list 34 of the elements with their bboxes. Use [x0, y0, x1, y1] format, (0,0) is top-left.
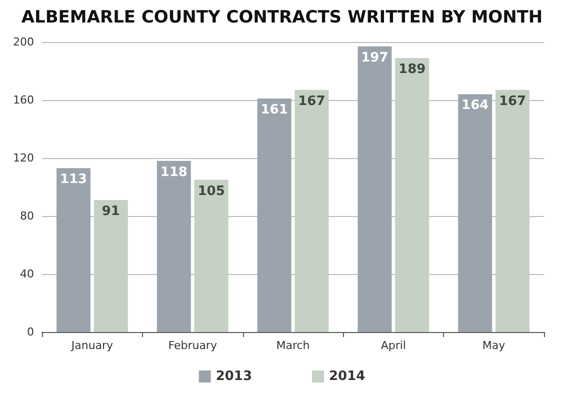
x-tick-label: March: [276, 339, 310, 352]
x-tick-label: May: [482, 339, 506, 352]
data-label: 167: [498, 94, 526, 109]
data-label: 167: [298, 94, 326, 109]
y-tick-label: 80: [20, 210, 34, 222]
bar: [294, 90, 329, 332]
y-tick-label: 120: [13, 152, 34, 164]
legend-label: 2014: [329, 369, 366, 384]
y-tick-label: 160: [13, 94, 34, 106]
bar: [257, 98, 292, 332]
legend-label: 2013: [216, 369, 252, 384]
y-tick-label: 0: [27, 326, 34, 338]
x-tick-label: April: [380, 339, 406, 352]
bar: [358, 46, 392, 332]
data-label: 164: [462, 98, 489, 114]
data-label: 118: [160, 164, 188, 180]
chart-title: ALBEMARLE COUNTY CONTRACTS WRITTEN BY MONTH: [21, 8, 543, 28]
bar: [458, 94, 492, 332]
bar: [156, 160, 191, 332]
data-label: 113: [60, 172, 88, 188]
bar: [56, 168, 90, 332]
data-label: 161: [260, 102, 288, 118]
bar: [395, 58, 430, 332]
data-label: 105: [198, 184, 225, 199]
data-label: 197: [361, 50, 388, 66]
bar: [194, 180, 228, 332]
bar: [94, 200, 128, 332]
x-tick-label: January: [70, 339, 114, 352]
y-tick-label: 40: [20, 268, 34, 280]
y-tick-label: 200: [13, 36, 34, 48]
bar: [496, 90, 530, 332]
data-label: 189: [398, 62, 426, 77]
x-tick-label: February: [168, 339, 218, 352]
data-label: 91: [102, 204, 120, 220]
